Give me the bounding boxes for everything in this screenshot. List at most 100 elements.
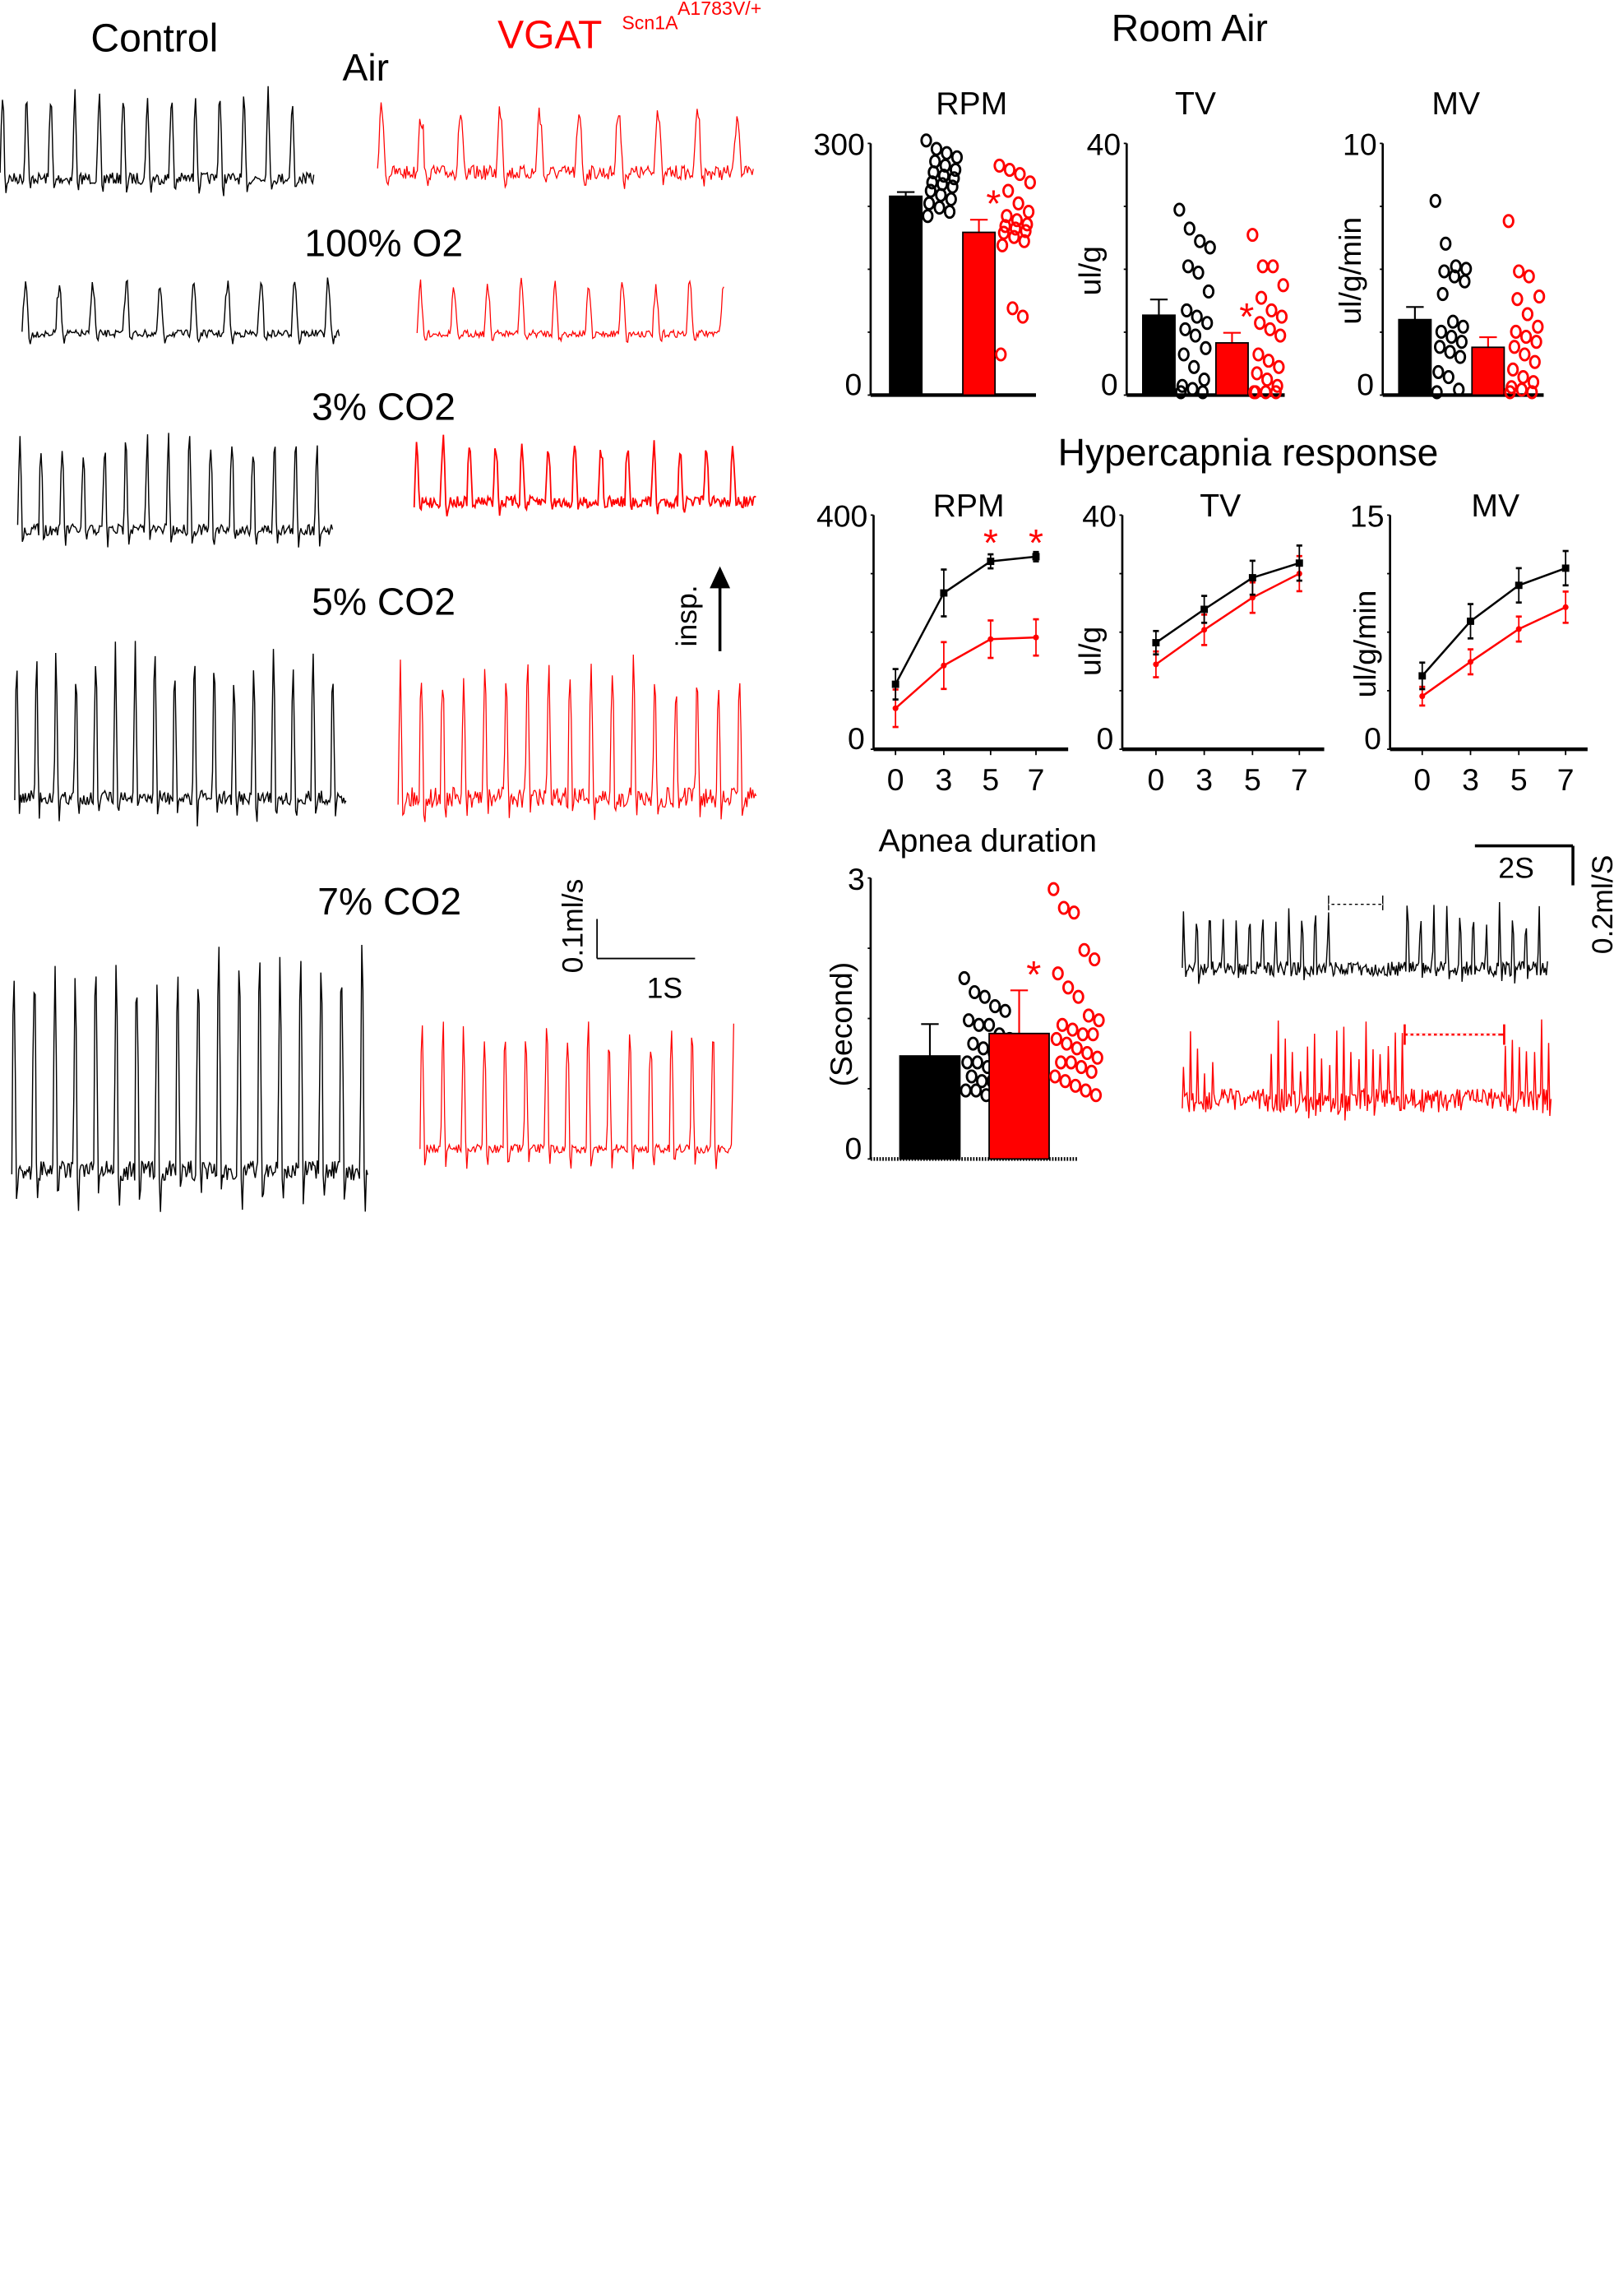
data-point bbox=[1519, 330, 1533, 345]
bar-mutant bbox=[1214, 342, 1249, 396]
data-point bbox=[958, 970, 970, 985]
data-point bbox=[978, 989, 991, 1004]
data-point bbox=[1024, 175, 1036, 190]
significance-star: * bbox=[986, 183, 1001, 225]
data-point bbox=[1069, 1078, 1082, 1093]
data-point bbox=[1455, 335, 1468, 349]
data-point bbox=[1519, 347, 1531, 362]
control-air-trace bbox=[0, 86, 315, 197]
mutant-sup2: A1783V/+ bbox=[678, 0, 761, 19]
data-marker bbox=[1201, 627, 1208, 633]
data-marker bbox=[1561, 564, 1570, 572]
data-marker bbox=[941, 662, 947, 669]
data-point bbox=[1080, 1083, 1092, 1098]
x-tick-label: 0 bbox=[1148, 762, 1165, 797]
y-tick-label: 400 bbox=[816, 499, 867, 534]
data-marker bbox=[892, 705, 899, 711]
x-tick-label: 5 bbox=[1510, 762, 1528, 797]
data-point bbox=[1202, 284, 1215, 299]
data-point bbox=[1252, 347, 1265, 362]
data-point bbox=[1183, 221, 1195, 236]
data-point bbox=[950, 150, 964, 164]
series-line-mutant bbox=[1155, 572, 1300, 665]
data-point bbox=[1085, 1064, 1098, 1079]
y-tick-label: 0 bbox=[848, 721, 865, 756]
mutant-co2-3-trace bbox=[413, 434, 756, 516]
x-tick-label: 5 bbox=[1244, 762, 1261, 797]
apnea-scale-x-label: 2S bbox=[1498, 852, 1534, 885]
y-tick-label: 0 bbox=[1097, 721, 1114, 756]
data-point bbox=[1071, 1041, 1083, 1056]
data-marker bbox=[1515, 626, 1522, 632]
scale-x-label: 1S bbox=[647, 972, 683, 1005]
data-point bbox=[1511, 292, 1524, 307]
data-point bbox=[1001, 209, 1013, 224]
data-point bbox=[995, 347, 1007, 362]
chart-room_rpm: RPM 300 0 * bbox=[813, 86, 1036, 401]
data-point bbox=[1055, 1055, 1067, 1070]
data-marker bbox=[1515, 581, 1523, 590]
control-co2-5-trace bbox=[14, 641, 347, 826]
data-point bbox=[1173, 202, 1186, 217]
condition-air: Air bbox=[343, 46, 390, 89]
significance-star: * bbox=[1026, 953, 1041, 996]
significance-star: * bbox=[1029, 521, 1043, 564]
data-point bbox=[1087, 1027, 1099, 1042]
data-point bbox=[1530, 335, 1542, 349]
data-marker bbox=[1249, 595, 1256, 601]
data-marker bbox=[1562, 604, 1569, 610]
hypercapnia-title: Hypercapnia response bbox=[1058, 431, 1439, 474]
scale-bar bbox=[596, 919, 696, 960]
data-point bbox=[920, 133, 932, 148]
data-point bbox=[1517, 369, 1529, 385]
data-point bbox=[1523, 269, 1535, 284]
data-point bbox=[1075, 1060, 1088, 1075]
data-point bbox=[1269, 385, 1282, 400]
data-marker bbox=[1248, 574, 1256, 581]
data-point bbox=[1066, 1022, 1079, 1037]
y-axis-label: ul/g bbox=[1072, 627, 1107, 676]
data-point bbox=[1450, 259, 1462, 274]
chart-room_tv: TV 40 0 ul/g * bbox=[1072, 86, 1289, 401]
data-point bbox=[922, 209, 934, 224]
y-tick-label: 0 bbox=[844, 1131, 862, 1165]
data-point bbox=[1010, 213, 1023, 228]
data-marker bbox=[1032, 553, 1040, 561]
data-point bbox=[1261, 373, 1274, 387]
data-point bbox=[1176, 378, 1189, 393]
data-point bbox=[1089, 1088, 1103, 1103]
data-point bbox=[1200, 340, 1212, 355]
control-label: Control bbox=[90, 16, 218, 60]
data-point bbox=[1434, 340, 1446, 354]
data-point bbox=[1201, 316, 1214, 331]
data-point bbox=[933, 200, 946, 215]
data-point bbox=[999, 1003, 1011, 1018]
control-co2-3-trace bbox=[16, 433, 334, 548]
data-point bbox=[1192, 265, 1205, 280]
series-line-mutant bbox=[1422, 606, 1566, 697]
data-point bbox=[1196, 385, 1209, 400]
data-point bbox=[1179, 322, 1191, 336]
data-marker bbox=[891, 680, 899, 688]
data-point bbox=[971, 1055, 983, 1070]
apnea-scale-y-label: 0.2ml/S bbox=[1586, 855, 1614, 955]
data-point bbox=[1436, 286, 1449, 302]
data-point bbox=[1065, 1055, 1077, 1070]
data-point bbox=[1188, 359, 1200, 374]
data-point bbox=[1175, 385, 1187, 400]
control-o2-trace bbox=[21, 277, 340, 345]
data-point bbox=[927, 165, 940, 180]
data-point bbox=[977, 1041, 990, 1056]
data-point bbox=[943, 205, 956, 220]
x-tick-label: 7 bbox=[1291, 762, 1308, 797]
data-marker bbox=[1467, 659, 1474, 665]
y-axis-label: ul/g/min bbox=[1348, 590, 1382, 698]
data-point bbox=[941, 146, 953, 160]
control-co2-7-trace bbox=[11, 944, 368, 1212]
y-tick-label: 0 bbox=[1357, 367, 1374, 401]
data-point bbox=[1444, 345, 1456, 359]
data-point bbox=[1275, 309, 1288, 324]
y-axis-label: ul/g/min bbox=[1333, 217, 1367, 325]
data-point bbox=[1506, 362, 1519, 377]
